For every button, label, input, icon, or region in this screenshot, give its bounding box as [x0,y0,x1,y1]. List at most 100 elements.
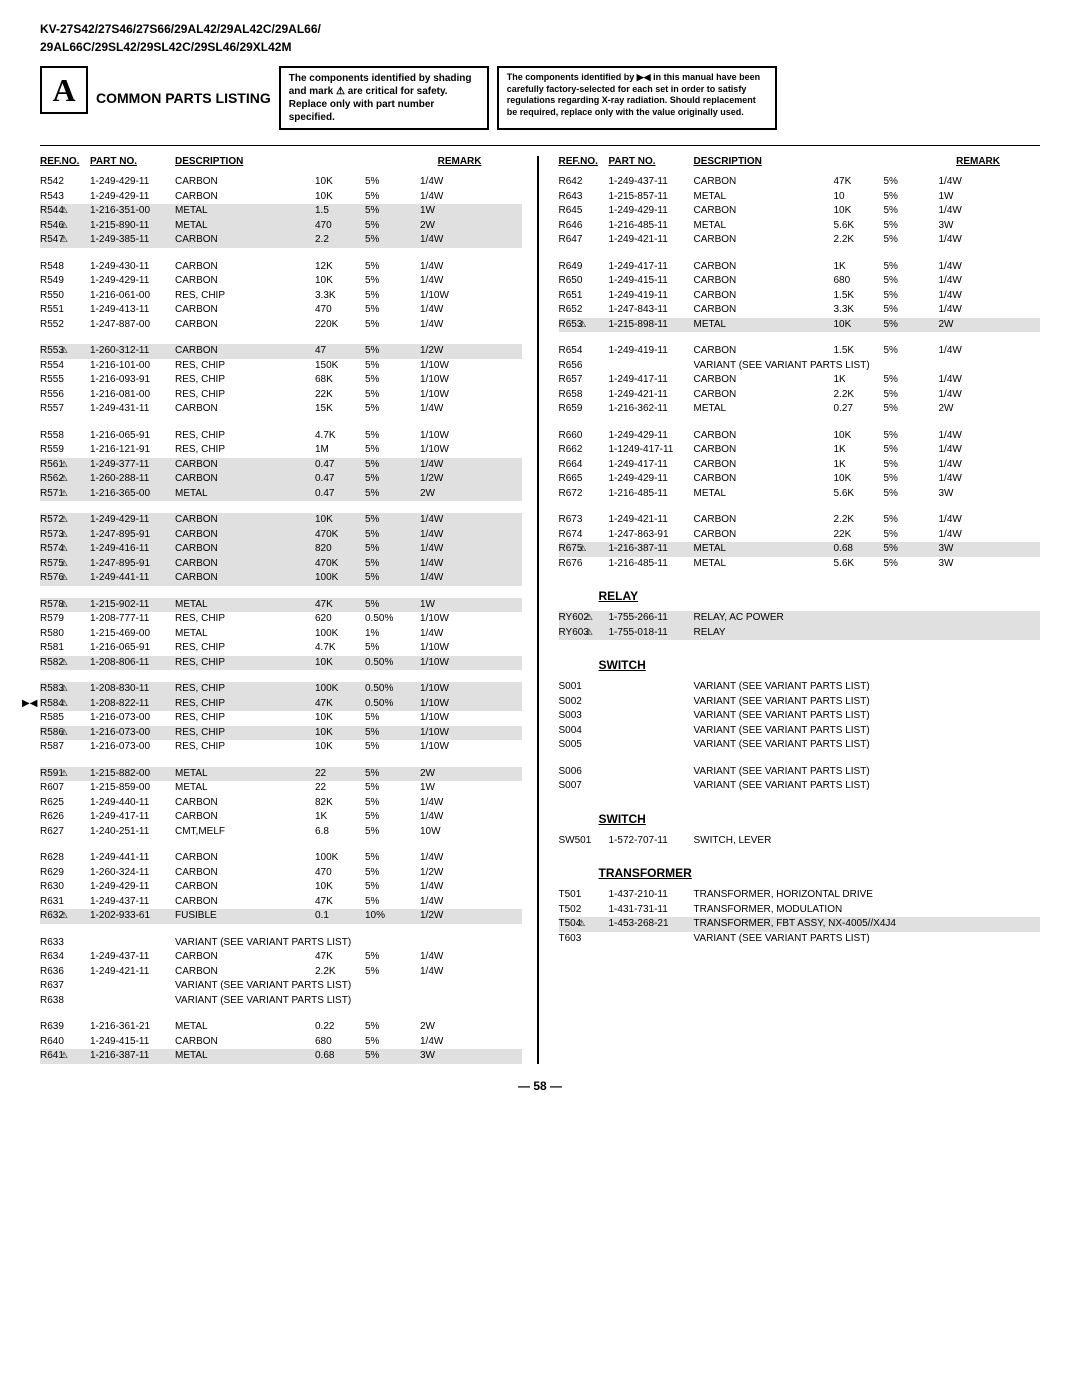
parts-row: R546⚠1-215-890-11METAL4705%2W [40,219,522,234]
parts-row: R544⚠1-216-351-00METAL1.55%1W [40,204,522,219]
parts-row: R653⚠1-215-898-11METAL10K5%2W [559,318,1041,333]
parts-row: R6431-215-857-11METAL105%1W [559,190,1041,205]
column-headers-left: REF.NO. PART NO. DESCRIPTION REMARK [40,156,522,167]
parts-row: R5581-216-065-91RES, CHIP4.7K5%1/10W [40,429,522,444]
parts-row: S006VARIANT (SEE VARIANT PARTS LIST) [559,765,1041,780]
parts-row: R5551-216-093-91RES, CHIP68K5%1/10W [40,373,522,388]
parts-row: R6601-249-429-11CARBON10K5%1/4W [559,429,1041,444]
parts-row: R6621-1249-417-11CARBON1K5%1/4W [559,443,1041,458]
switch-heading-1: SWITCH [599,658,1041,672]
parts-row: R5871-216-073-00RES, CHIP10K5%1/10W [40,740,522,755]
parts-row: R5811-216-065-91RES, CHIP4.7K5%1/10W [40,641,522,656]
model-numbers: KV-27S42/27S46/27S66/29AL42/29AL42C/29AL… [40,20,1040,56]
parts-row: R6511-249-419-11CARBON1.5K5%1/4W [559,289,1041,304]
parts-row: R6731-249-421-11CARBON2.2K5%1/4W [559,513,1041,528]
parts-row: R6271-240-251-11CMT,MELF6.85%10W [40,825,522,840]
parts-row: R574⚠1-249-416-11CARBON8205%1/4W [40,542,522,557]
parts-row: R576⚠1-249-441-11CARBON100K5%1/4W [40,571,522,586]
parts-row: R547⚠1-249-385-11CARBON2.25%1/4W [40,233,522,248]
parts-row: R6641-249-417-11CARBON1K5%1/4W [559,458,1041,473]
parts-row: R6761-216-485-11METAL5.6K5%3W [559,557,1041,572]
parts-row: R553⚠1-260-312-11CARBON475%1/2W [40,344,522,359]
parts-row: T504⚠1-453-268-21TRANSFORMER, FBT ASSY, … [559,917,1041,932]
parts-row: S003VARIANT (SEE VARIANT PARTS LIST) [559,709,1041,724]
parts-row: R582⚠1-208-806-11RES, CHIP10K0.50%1/10W [40,656,522,671]
right-column: REF.NO. PART NO. DESCRIPTION REMARK R642… [559,156,1041,1064]
parts-row: R6301-249-429-11CARBON10K5%1/4W [40,880,522,895]
parts-row: R6721-216-485-11METAL5.6K5%3W [559,487,1041,502]
parts-row: R5851-216-073-00RES, CHIP10K5%1/10W [40,711,522,726]
parts-row: R638VARIANT (SEE VARIANT PARTS LIST) [40,994,522,1009]
transformer-heading: TRANSFORMER [599,866,1041,880]
parts-row: R637VARIANT (SEE VARIANT PARTS LIST) [40,979,522,994]
parts-row: R6261-249-417-11CARBON1K5%1/4W [40,810,522,825]
parts-row: R6281-249-441-11CARBON100K5%1/4W [40,851,522,866]
parts-row: R6521-247-843-11CARBON3.3K5%1/4W [559,303,1041,318]
parts-columns: REF.NO. PART NO. DESCRIPTION REMARK R542… [40,156,1040,1064]
parts-row: R571⚠1-216-365-00METAL0.475%2W [40,487,522,502]
parts-row: R573⚠1-247-895-91CARBON470K5%1/4W [40,528,522,543]
parts-row: R5591-216-121-91RES, CHIP1M5%1/10W [40,443,522,458]
parts-row: RY602⚠1-755-266-11RELAY, AC POWER [559,611,1041,626]
parts-row: R6461-216-485-11METAL5.6K5%3W [559,219,1041,234]
parts-row: R583⚠1-208-830-11RES, CHIP100K0.50%1/10W [40,682,522,697]
parts-row: R575⚠1-247-895-91CARBON470K5%1/4W [40,557,522,572]
relay-heading: RELAY [599,589,1041,603]
parts-row: S005VARIANT (SEE VARIANT PARTS LIST) [559,738,1041,753]
parts-row: R6651-249-429-11CARBON10K5%1/4W [559,472,1041,487]
parts-row: R6491-249-417-11CARBON1K5%1/4W [559,260,1041,275]
parts-row: R5801-215-469-00METAL100K1%1/4W [40,627,522,642]
parts-row: R5501-216-061-00RES, CHIP3.3K5%1/10W [40,289,522,304]
parts-row: R5481-249-430-11CARBON12K5%1/4W [40,260,522,275]
parts-row: R6541-249-419-11CARBON1.5K5%1/4W [559,344,1041,359]
parts-row: R641⚠1-216-387-11METAL0.685%3W [40,1049,522,1064]
parts-row: R5491-249-429-11CARBON10K5%1/4W [40,274,522,289]
parts-row: R562⚠1-260-288-11CARBON0.475%1/2W [40,472,522,487]
parts-row: RY603⚠1-755-018-11RELAY [559,626,1041,641]
parts-row: R6291-260-324-11CARBON4705%1/2W [40,866,522,881]
parts-row: R5561-216-081-00RES, CHIP22K5%1/10W [40,388,522,403]
parts-row: R6361-249-421-11CARBON2.2K5%1/4W [40,965,522,980]
parts-row: R656VARIANT (SEE VARIANT PARTS LIST) [559,359,1041,374]
parts-row: R675⚠1-216-387-11METAL0.685%3W [559,542,1041,557]
page-number: — 58 — [40,1079,1040,1093]
parts-row: R5511-249-413-11CARBON4705%1/4W [40,303,522,318]
left-column: REF.NO. PART NO. DESCRIPTION REMARK R542… [40,156,539,1064]
parts-row: R5541-216-101-00RES, CHIP150K5%1/10W [40,359,522,374]
parts-row: R6421-249-437-11CARBON47K5%1/4W [559,175,1041,190]
listing-title: COMMON PARTS LISTING [88,90,279,106]
parts-row: S004VARIANT (SEE VARIANT PARTS LIST) [559,724,1041,739]
parts-row: R6741-247-863-91CARBON22K5%1/4W [559,528,1041,543]
parts-row: R5791-208-777-11RES, CHIP6200.50%1/10W [40,612,522,627]
parts-row: T5021-431-731-11TRANSFORMER, MODULATION [559,903,1041,918]
parts-row: T5011-437-210-11TRANSFORMER, HORIZONTAL … [559,888,1041,903]
xray-box: The components identified by ▶◀ in this … [497,66,777,130]
parts-row: S007VARIANT (SEE VARIANT PARTS LIST) [559,779,1041,794]
parts-row: R6071-215-859-00METAL225%1W [40,781,522,796]
section-letter: A [40,66,88,114]
parts-row: R578⚠1-215-902-11METAL47K5%1W [40,598,522,613]
parts-row: R5571-249-431-11CARBON15K5%1/4W [40,402,522,417]
parts-row: R6471-249-421-11CARBON2.2K5%1/4W [559,233,1041,248]
safety-box: The components identified by shading and… [279,66,489,130]
switch-heading-2: SWITCH [599,812,1041,826]
parts-row: R5431-249-429-11CARBON10K5%1/4W [40,190,522,205]
parts-row: SW5011-572-707-11SWITCH, LEVER [559,834,1041,849]
parts-row: ▶◀R584⚠1-208-822-11RES, CHIP47K0.50%1/10… [40,697,522,712]
header-block: A COMMON PARTS LISTING The components id… [40,66,1040,130]
parts-row: R572⚠1-249-429-11CARBON10K5%1/4W [40,513,522,528]
parts-row: R6581-249-421-11CARBON2.2K5%1/4W [559,388,1041,403]
parts-row: R6341-249-437-11CARBON47K5%1/4W [40,950,522,965]
column-headers-right: REF.NO. PART NO. DESCRIPTION REMARK [559,156,1041,167]
parts-row: R6311-249-437-11CARBON47K5%1/4W [40,895,522,910]
parts-row: R6251-249-440-11CARBON82K5%1/4W [40,796,522,811]
parts-row: R6401-249-415-11CARBON6805%1/4W [40,1035,522,1050]
parts-row: R5421-249-429-11CARBON10K5%1/4W [40,175,522,190]
parts-row: R561⚠1-249-377-11CARBON0.475%1/4W [40,458,522,473]
parts-row: S001VARIANT (SEE VARIANT PARTS LIST) [559,680,1041,695]
parts-row: R591⚠1-215-882-00METAL225%2W [40,767,522,782]
parts-row: R5521-247-887-00CARBON220K5%1/4W [40,318,522,333]
parts-row: R633VARIANT (SEE VARIANT PARTS LIST) [40,936,522,951]
parts-row: R632⚠1-202-933-61FUSIBLE0.110%1/2W [40,909,522,924]
parts-row: S002VARIANT (SEE VARIANT PARTS LIST) [559,695,1041,710]
